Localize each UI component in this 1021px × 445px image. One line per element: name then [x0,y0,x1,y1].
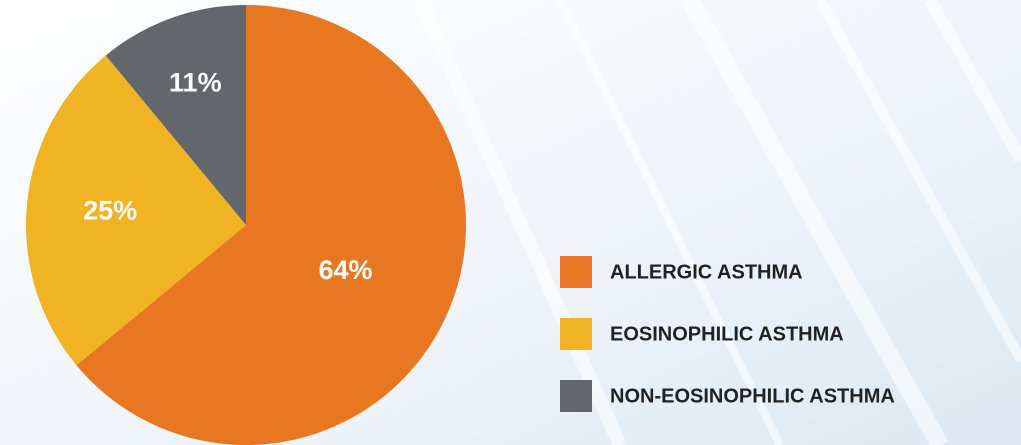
legend-swatch [560,380,592,412]
pie-slice [25,55,247,366]
legend-label: NON-EOSINOPHILIC ASTHMA [610,385,895,407]
background-streaks [413,0,1021,445]
legend-label: ALLERGIC ASTHMA [610,261,803,283]
pie-slice [76,5,466,445]
legend-swatch [560,318,592,350]
pie-slice [105,5,246,225]
slice-label: 11% [169,67,222,97]
legend-label: EOSINOPHILIC ASTHMA [610,323,844,345]
slice-label: 25% [83,195,137,225]
legend-swatch [560,256,592,288]
slice-label: 64% [319,255,373,285]
